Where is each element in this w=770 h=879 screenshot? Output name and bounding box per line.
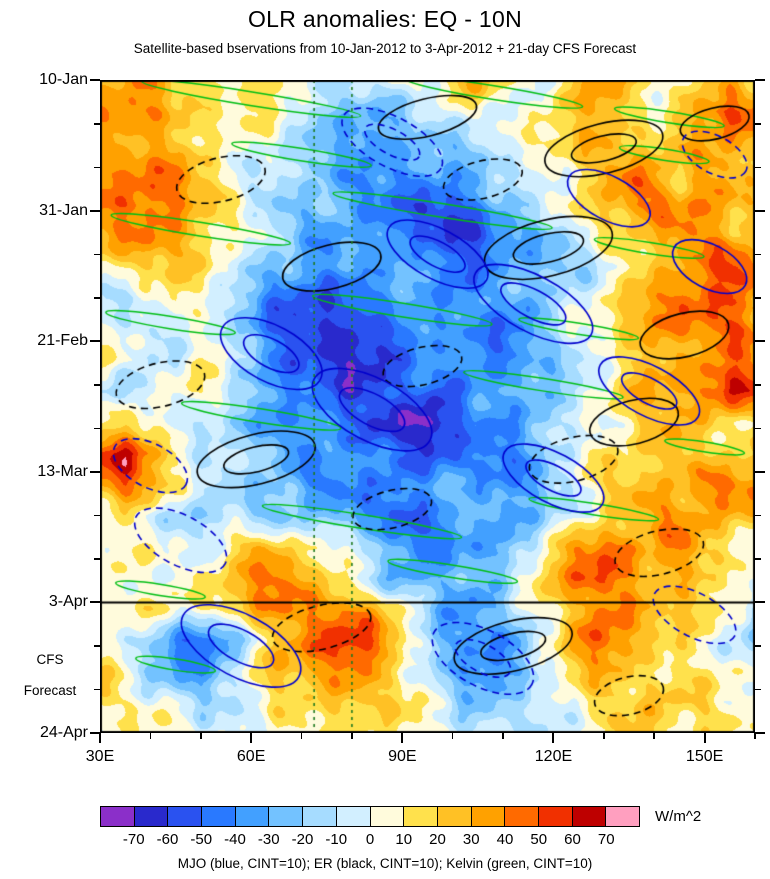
- x-minor-tick: [603, 733, 605, 739]
- y-major-tick: [755, 470, 765, 473]
- y-minor-tick: [755, 166, 761, 169]
- x-minor-tick: [502, 733, 504, 739]
- chart-subtitle: Satellite-based bservations from 10-Jan-…: [133, 41, 637, 56]
- y-major-tick: [755, 209, 765, 212]
- x-tick-label: 30E: [85, 748, 115, 765]
- colorbar-label: 30: [462, 831, 480, 848]
- y-minor-tick: [755, 297, 761, 299]
- y-minor-tick: [94, 514, 100, 517]
- y-minor-tick: [755, 384, 761, 386]
- x-tick-label: 90E: [388, 748, 417, 765]
- colorbar-segment: [303, 807, 337, 826]
- colorbar-segment: [269, 807, 304, 826]
- y-tick-label: 24-Apr: [39, 724, 88, 741]
- colorbar-label: -20: [291, 831, 314, 848]
- colorbar-segment: [471, 807, 506, 826]
- y-minor-tick: [94, 123, 100, 125]
- y-major-tick: [755, 732, 765, 734]
- colorbar-label: 60: [564, 831, 581, 848]
- colorbar-label: -30: [257, 831, 280, 848]
- x-minor-tick: [653, 733, 655, 739]
- x-tick-label: 60E: [236, 748, 266, 765]
- colorbar-segment: [168, 807, 203, 826]
- colorbar-label: 70: [597, 831, 615, 848]
- hovmoller-canvas: [100, 80, 755, 733]
- y-major-tick: [755, 340, 765, 343]
- x-minor-tick: [754, 733, 756, 739]
- x-tick-label: 120E: [534, 748, 573, 765]
- x-minor-tick: [300, 733, 303, 739]
- y-minor-tick: [94, 688, 100, 691]
- y-tick-label: 13-Mar: [37, 462, 88, 480]
- cfs-label-line2: Forecast: [23, 683, 77, 699]
- colorbar: [100, 806, 640, 827]
- y-minor-tick: [94, 384, 100, 386]
- x-major-tick: [552, 733, 555, 743]
- x-minor-tick: [451, 733, 454, 739]
- y-minor-tick: [94, 558, 100, 560]
- y-minor-tick: [94, 297, 100, 299]
- y-minor-tick: [755, 688, 761, 691]
- colorbar-segment: [606, 807, 639, 826]
- colorbar-label: 20: [429, 831, 446, 848]
- x-minor-tick: [351, 733, 353, 739]
- y-minor-tick: [755, 123, 761, 125]
- y-minor-tick: [94, 166, 100, 169]
- chart-title: OLR anomalies: EQ - 10N: [247, 6, 523, 32]
- y-major-tick: [90, 470, 100, 473]
- y-major-tick: [755, 601, 765, 604]
- y-minor-tick: [755, 253, 761, 256]
- y-minor-tick: [755, 427, 761, 430]
- colorbar-segment: [235, 807, 270, 826]
- colorbar-segment: [505, 807, 539, 826]
- legend-caption: MJO (blue, CINT=10); ER (black, CINT=10)…: [177, 856, 593, 871]
- colorbar-label: -10: [325, 831, 348, 848]
- colorbar-label: 50: [530, 831, 548, 848]
- colorbar-units: W/m^2: [655, 808, 702, 825]
- colorbar-segment: [202, 807, 236, 826]
- y-tick-label: 21-Feb: [37, 332, 88, 350]
- x-minor-tick: [149, 733, 152, 739]
- y-minor-tick: [755, 558, 761, 560]
- y-major-tick: [755, 79, 765, 81]
- colorbar-segment: [437, 807, 472, 826]
- colorbar-label: -60: [156, 831, 179, 848]
- colorbar-segment: [370, 807, 405, 826]
- colorbar-segment: [572, 807, 607, 826]
- y-minor-tick: [94, 645, 100, 647]
- y-minor-tick: [94, 253, 100, 256]
- y-tick-label: 10-Jan: [39, 71, 88, 88]
- y-minor-tick: [755, 514, 761, 517]
- colorbar-label: -70: [122, 831, 145, 848]
- colorbar-segment: [336, 807, 371, 826]
- x-tick-label: 150E: [685, 748, 724, 765]
- y-tick-label: 31-Jan: [39, 201, 88, 219]
- colorbar-label: 10: [395, 831, 413, 848]
- y-major-tick: [90, 601, 100, 604]
- colorbar-segment: [134, 807, 169, 826]
- colorbar-segment: [538, 807, 573, 826]
- x-major-tick: [99, 733, 101, 743]
- colorbar-label: -50: [190, 831, 213, 848]
- y-minor-tick: [755, 645, 761, 647]
- colorbar-label: -40: [224, 831, 246, 848]
- y-major-tick: [90, 79, 100, 81]
- colorbar-label: 0: [365, 831, 375, 848]
- colorbar-segment: [101, 807, 135, 826]
- x-minor-tick: [200, 733, 202, 739]
- colorbar-segment: [404, 807, 438, 826]
- x-major-tick: [250, 733, 253, 743]
- cfs-label-line1: CFS: [36, 652, 64, 668]
- x-major-tick: [401, 733, 404, 743]
- y-minor-tick: [94, 427, 100, 430]
- y-major-tick: [90, 209, 100, 212]
- x-major-tick: [703, 733, 706, 743]
- colorbar-label: 40: [496, 831, 514, 848]
- y-tick-label: 3-Apr: [48, 593, 88, 611]
- y-major-tick: [90, 732, 100, 734]
- y-major-tick: [90, 340, 100, 343]
